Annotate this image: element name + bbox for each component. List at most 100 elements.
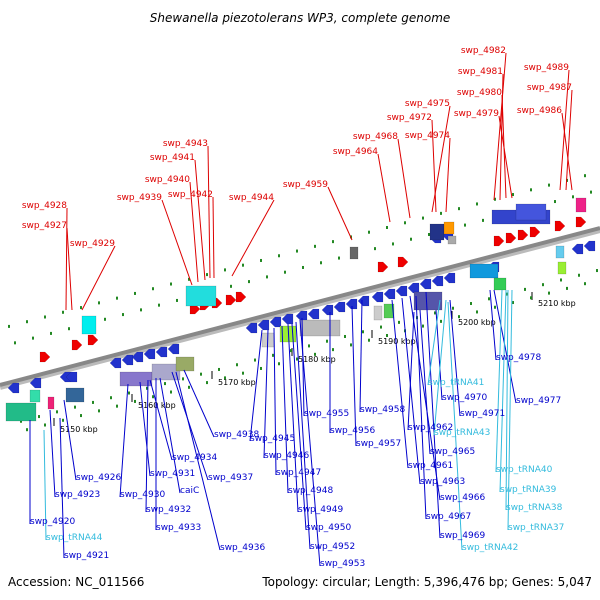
topology-text: Topology: circular; Length: 5,396,476 bp… — [261, 575, 592, 589]
leader-line — [65, 207, 68, 311]
upper-gene-label: swp_4943 — [163, 139, 208, 149]
feature-box — [413, 291, 443, 311]
leader-line — [351, 305, 357, 447]
lower-gene-label: swp_4932 — [146, 505, 191, 515]
leader-line — [161, 199, 193, 286]
leader-line — [301, 317, 305, 417]
tick-dot — [542, 283, 544, 287]
tick-dot — [512, 193, 514, 197]
leader-line — [561, 112, 573, 191]
leader-line — [565, 89, 573, 191]
leader-line — [377, 153, 391, 223]
tick-dot — [188, 385, 190, 389]
tick-dot — [362, 330, 364, 334]
tick-dot — [266, 275, 268, 279]
leader-line — [493, 52, 507, 201]
lower-gene-label: swp_4969 — [440, 531, 485, 541]
tick-dot — [470, 302, 472, 306]
trna-label: swp_tRNA41 — [428, 378, 484, 388]
blue-gene-arrow — [383, 288, 396, 300]
tick-dot — [482, 218, 484, 222]
tick-dot — [476, 202, 478, 206]
tick-label: 5150 kbp — [60, 425, 98, 434]
tick-dot — [140, 308, 142, 312]
blue-gene-arrow — [281, 313, 294, 325]
lower-gene-label: caiC — [180, 486, 199, 496]
map-title: Shewanella piezotolerans WP3, complete g… — [150, 11, 451, 25]
tick-dot — [338, 256, 340, 260]
lower-gene-label: swp_4958 — [360, 405, 405, 415]
blue-gene-arrow — [307, 308, 320, 320]
trna-label: swp_tRNA40 — [496, 465, 553, 475]
tick-dot — [116, 404, 118, 408]
tick-dot — [452, 306, 454, 310]
leader-line — [427, 299, 441, 386]
trna-label: swp_tRNA44 — [46, 533, 103, 543]
tick-dot — [560, 278, 562, 282]
leader-line — [445, 137, 451, 213]
tick-dot — [260, 258, 262, 262]
tick-dot — [122, 313, 124, 317]
upper-gene-label: swp_4941 — [150, 153, 195, 163]
lower-gene-label: swp_4967 — [426, 512, 471, 522]
tick-dot — [98, 301, 100, 305]
tick-dot — [350, 343, 352, 347]
tick-dot — [206, 381, 208, 385]
lower-gene-label: swp_4978 — [496, 353, 541, 363]
tick-dot — [224, 376, 226, 380]
upper-gene-label: swp_4939 — [117, 193, 162, 203]
lower-gene-label: swp_4962 — [408, 423, 453, 433]
tick-dot — [224, 268, 226, 272]
tick-dot — [98, 409, 100, 413]
tick-dot — [134, 399, 136, 403]
feature-box — [515, 203, 547, 221]
tick-dot — [134, 291, 136, 295]
tick-dot — [110, 396, 112, 400]
tick-dot — [20, 419, 22, 423]
tick-dot — [578, 273, 580, 277]
tick-dot — [80, 306, 82, 310]
tick-dot — [296, 357, 298, 361]
leader-line — [49, 409, 56, 498]
red-gene-arrow — [39, 351, 51, 363]
lower-gene-label: swp_4953 — [320, 559, 365, 569]
tick-dot — [44, 315, 46, 319]
blue-gene-arrow — [121, 354, 134, 366]
lower-gene-label: swp_4965 — [430, 447, 475, 457]
tick-dot — [332, 348, 334, 352]
lower-gene-label: swp_4946 — [264, 451, 309, 461]
blue-gene-arrow — [357, 295, 370, 307]
tick-dot — [158, 303, 160, 307]
tick-dot — [272, 353, 274, 357]
upper-gene-label: swp_4980 — [457, 88, 502, 98]
tick-dot — [56, 410, 58, 414]
leader-line — [397, 138, 411, 219]
blue-gene-arrow — [419, 278, 432, 290]
tick-dot — [278, 254, 280, 258]
lower-gene-label: swp_4937 — [208, 473, 253, 483]
lower-gene-label: swp_4920 — [30, 517, 75, 527]
leader-line — [493, 289, 517, 404]
tick-dot — [584, 174, 586, 178]
leader-line — [489, 289, 497, 361]
feature-box — [29, 389, 41, 403]
trna-label: swp_tRNA37 — [508, 523, 564, 533]
feature-box — [299, 319, 341, 337]
tick-dot — [566, 286, 568, 290]
feature-box — [349, 246, 359, 260]
lower-gene-label: swp_4948 — [288, 486, 333, 496]
blue-gene-arrow — [167, 343, 180, 355]
upper-gene-label: swp_4982 — [461, 46, 506, 56]
upper-gene-label: swp_4968 — [353, 132, 398, 142]
accession-text: Accession: NC_011566 — [8, 575, 144, 589]
trna-label: swp_tRNA43 — [434, 428, 490, 438]
blue-gene-arrow — [295, 310, 308, 322]
leader-line — [249, 329, 263, 442]
upper-gene-label: swp_4964 — [333, 147, 378, 157]
feature-box — [575, 197, 587, 213]
blue-gene-arrow — [109, 357, 122, 369]
tick-label: 5200 kbp — [458, 318, 496, 327]
leader-line — [81, 245, 116, 311]
feature-box — [447, 235, 457, 245]
leader-line — [415, 295, 427, 520]
